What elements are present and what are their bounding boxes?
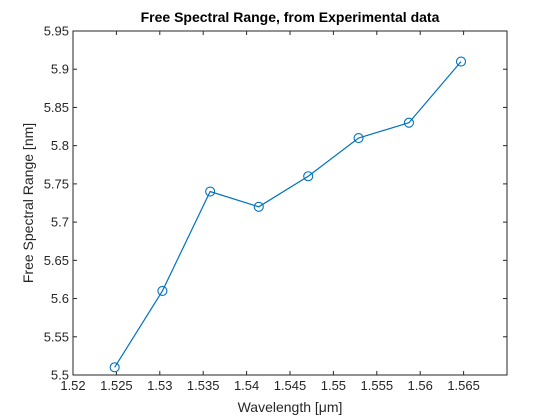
x-tick-label: 1.555 xyxy=(361,378,394,393)
y-tick-label: 5.55 xyxy=(44,329,69,344)
x-tick-label: 1.54 xyxy=(234,378,259,393)
x-tick-label: 1.565 xyxy=(447,378,480,393)
chart-title: Free Spectral Range, from Experimental d… xyxy=(141,9,440,25)
y-axis-label: Free Spectral Range [nm] xyxy=(20,123,36,283)
y-tick-label: 5.5 xyxy=(51,368,69,383)
y-tick-label: 5.95 xyxy=(44,24,69,39)
y-tick-label: 5.85 xyxy=(44,100,69,115)
x-tick-label: 1.53 xyxy=(147,378,172,393)
x-tick-label: 1.55 xyxy=(321,378,346,393)
x-axis-label: Wavelength [μm] xyxy=(238,399,343,415)
plot-area xyxy=(73,31,507,375)
y-tick-label: 5.9 xyxy=(51,62,69,77)
y-tick-label: 5.7 xyxy=(51,215,69,230)
y-tick-label: 5.8 xyxy=(51,138,69,153)
y-tick-label: 5.6 xyxy=(51,291,69,306)
x-tick-label: 1.56 xyxy=(408,378,433,393)
x-tick-label: 1.545 xyxy=(274,378,307,393)
x-tick-label: 1.535 xyxy=(187,378,220,393)
x-tick-label: 1.525 xyxy=(100,378,133,393)
y-tick-label: 5.75 xyxy=(44,176,69,191)
y-tick-label: 5.65 xyxy=(44,253,69,268)
